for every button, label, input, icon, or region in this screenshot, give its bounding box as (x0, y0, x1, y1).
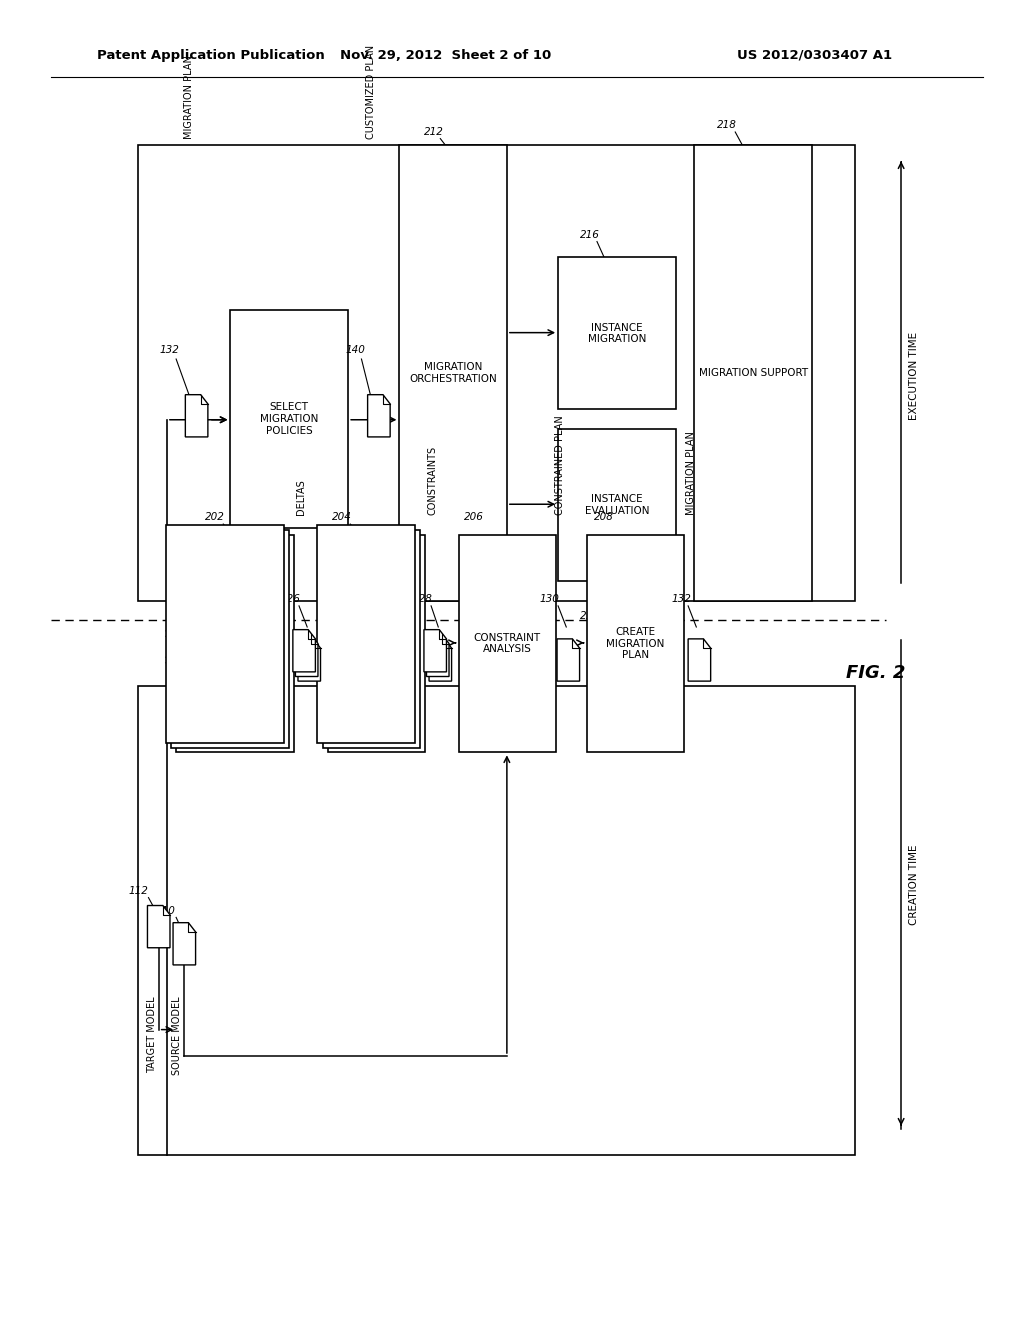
Text: 218: 218 (717, 120, 737, 131)
Text: 202: 202 (205, 512, 225, 523)
Text: 112: 112 (128, 886, 148, 896)
Text: INSTANCE
EVALUATION: INSTANCE EVALUATION (585, 494, 649, 516)
FancyBboxPatch shape (176, 535, 294, 752)
FancyBboxPatch shape (166, 525, 284, 743)
FancyBboxPatch shape (138, 145, 855, 601)
Polygon shape (298, 639, 321, 681)
Text: FIG. 2: FIG. 2 (846, 664, 905, 682)
Text: 206: 206 (464, 512, 484, 523)
Text: 208: 208 (594, 512, 614, 523)
Text: 110: 110 (156, 906, 176, 916)
FancyBboxPatch shape (587, 535, 684, 752)
Polygon shape (368, 395, 390, 437)
Text: INSTANCE
MIGRATION: INSTANCE MIGRATION (588, 322, 646, 345)
Text: Nov. 29, 2012  Sheet 2 of 10: Nov. 29, 2012 Sheet 2 of 10 (340, 49, 551, 62)
Text: US 2012/0303407 A1: US 2012/0303407 A1 (737, 49, 892, 62)
Text: CUSTOMIZED PLAN: CUSTOMIZED PLAN (366, 45, 376, 139)
Text: 132: 132 (159, 345, 179, 355)
FancyBboxPatch shape (138, 686, 855, 1155)
Polygon shape (173, 923, 196, 965)
FancyBboxPatch shape (171, 529, 289, 747)
FancyBboxPatch shape (558, 257, 676, 409)
Text: 214: 214 (580, 611, 600, 622)
Polygon shape (293, 630, 315, 672)
Text: 130: 130 (540, 594, 560, 605)
Text: 216: 216 (580, 230, 600, 240)
FancyBboxPatch shape (459, 535, 556, 752)
Polygon shape (557, 639, 580, 681)
Text: CONSTRAINT
ANALYSIS: CONSTRAINT ANALYSIS (474, 632, 541, 655)
Polygon shape (688, 639, 711, 681)
Text: CREATION TIME: CREATION TIME (909, 845, 920, 924)
FancyBboxPatch shape (399, 145, 507, 601)
Text: DELTAS: DELTAS (296, 479, 306, 515)
Text: Patent Application Publication: Patent Application Publication (97, 49, 325, 62)
Text: 132: 132 (671, 594, 691, 605)
FancyBboxPatch shape (328, 535, 425, 752)
Polygon shape (426, 635, 449, 677)
Text: MIGRATION
ORCHESTRATION: MIGRATION ORCHESTRATION (410, 362, 497, 384)
Text: 204: 204 (332, 512, 352, 523)
FancyBboxPatch shape (317, 525, 415, 743)
Text: SOURCE MODEL: SOURCE MODEL (172, 997, 182, 1076)
Text: MIGRATION PLAN: MIGRATION PLAN (184, 54, 195, 139)
Text: 210: 210 (223, 552, 244, 562)
Text: CONSTRAINED PLAN: CONSTRAINED PLAN (555, 414, 565, 515)
Polygon shape (295, 635, 317, 677)
Polygon shape (424, 630, 446, 672)
Text: 140: 140 (345, 345, 366, 355)
Text: SELECT
MIGRATION
POLICIES: SELECT MIGRATION POLICIES (260, 403, 318, 436)
Polygon shape (185, 395, 208, 437)
Polygon shape (147, 906, 170, 948)
Text: EXECUTION TIME: EXECUTION TIME (909, 333, 920, 420)
Polygon shape (429, 639, 452, 681)
Text: CREATE
MIGRATION
PLAN: CREATE MIGRATION PLAN (606, 627, 665, 660)
FancyBboxPatch shape (694, 145, 812, 601)
Text: MIGRATION PLAN: MIGRATION PLAN (686, 430, 696, 515)
Text: MIGRATION SUPPORT: MIGRATION SUPPORT (698, 368, 808, 378)
Text: CONSTRAINTS: CONSTRAINTS (427, 446, 437, 515)
Text: 212: 212 (424, 127, 444, 137)
FancyBboxPatch shape (230, 310, 348, 528)
Text: MODEL
COMPARISON: MODEL COMPARISON (200, 632, 270, 655)
Text: DELTA
ANALYSIS: DELTA ANALYSIS (352, 632, 400, 655)
FancyBboxPatch shape (323, 529, 420, 747)
Text: 126: 126 (281, 594, 301, 605)
Text: 128: 128 (413, 594, 433, 605)
FancyBboxPatch shape (558, 429, 676, 581)
Text: TARGET MODEL: TARGET MODEL (146, 997, 157, 1073)
